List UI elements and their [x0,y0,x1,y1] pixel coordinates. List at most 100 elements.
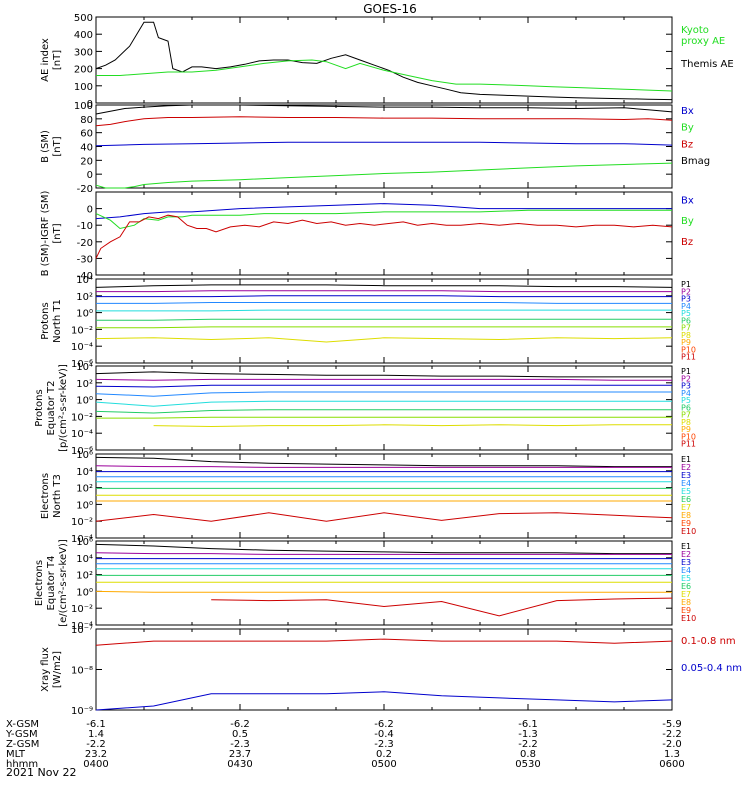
x-row-value: -6.1 [518,719,538,730]
y-axis-label: B (SM) [40,130,51,163]
series-line [95,337,673,343]
x-row-value: -2.2 [662,729,682,740]
legend-entry: P8 [681,331,691,340]
y-tick-label: 500 [74,13,93,24]
y-tick-label: 10⁰ [76,500,93,511]
panel-xray: 10⁻⁹ 10⁻⁸ 10⁻⁷ Xray flux [W/m2] 0.1-0.8 nm 0.0… [40,625,742,717]
y-axis-label: [nT] [52,223,63,243]
x-row-value: -5.9 [662,719,682,730]
panel-bigrf: -40 -30 -20 -10 0 B (SM)-IGRF (SM) [nT] Bx By Bz [40,191,694,282]
legend-entry: E2 [681,550,691,559]
x-row-value: 0.2 [376,749,392,760]
y-tick-label: -20 [77,238,93,249]
legend-entry: E7 [681,590,691,599]
legend: Bx By Bz [681,195,694,248]
x-row-value: 0500 [371,759,396,770]
y-tick-label: 300 [74,47,93,58]
y-tick-label: 10² [76,571,93,582]
y-axis-label: [nT] [52,136,63,156]
legend-entry: E4 [681,566,691,575]
y-tick-label: 0 [87,99,93,110]
y-tick-label: 10⁻² [71,325,93,336]
legend-entry: E10 [681,614,696,623]
series-line [95,371,672,378]
series-line [95,552,672,555]
panel-frame [95,191,673,276]
y-tick-label: 80 [80,115,93,126]
legend-entry: P11 [681,440,696,449]
x-row-value: 23.2 [85,749,107,760]
series-line [95,104,673,115]
y-tick-label: 10² [76,484,93,495]
y-axis-label: Xray flux [40,647,51,692]
y-tick-label: -20 [77,184,93,195]
y-tick-label: 10⁻⁷ [71,625,93,636]
y-axis-label: [p/(cm²-s-sr-keV)] [58,364,69,452]
y-tick-label: 10⁻⁹ [71,706,93,717]
x-row-value: -2.2 [86,739,106,750]
legend-entry: P8 [681,418,691,427]
x-row-label: MLT [6,749,26,760]
series-line [95,284,673,288]
y-tick-label: 100 [74,82,93,93]
y-axis-label: Protons [34,389,45,426]
series-line [95,638,673,646]
x-row-value: -2.2 [518,739,538,750]
legend-entry: 0.1-0.8 nm [681,636,736,647]
x-row-value: -0.4 [374,729,394,740]
y-axis-label: [W/m2] [52,651,63,688]
y-tick-label: 60 [80,129,93,140]
y-tick-label: 20 [80,156,93,167]
legend-entry: P6 [681,403,691,412]
legend-entry: Bz [681,237,693,248]
y-axis-label: Equator T4 [46,556,57,611]
x-row-value: 0600 [659,759,684,770]
y-axis-label: North T3 [52,474,63,518]
x-row-value: 23.7 [229,749,251,760]
series-line [95,512,673,522]
legend-entry: 0.05-0.4 nm [681,663,742,674]
legend-entry: Bz [681,139,693,150]
y-tick-label: 10⁻⁴ [71,429,93,440]
y-tick-label: -10 [77,221,93,232]
legend-entry: E1 [681,542,691,551]
series-line [95,21,673,101]
legend-entry: P2 [681,287,691,296]
legend-entry: Themis AE [680,59,734,70]
legend-entry: E10 [681,527,696,536]
legend-entry: P7 [681,411,691,420]
legend-entry: P10 [681,432,696,441]
legend-entry: P5 [681,309,691,318]
series-line [96,309,672,312]
legend-entry: E1 [681,455,691,464]
legend-entry: E3 [681,558,691,567]
legend-entry: P4 [681,302,691,311]
y-tick-label: 0 [87,170,93,181]
x-row-value: 0430 [227,759,252,770]
y-axis-label: [e/(cm²-s-sr-keV)] [58,539,69,627]
y-tick-label: 10⁻² [71,517,93,528]
legend-entry: By [681,123,694,134]
y-tick-label: 10⁴ [76,467,93,478]
y-axis-label: B (SM)-IGRF (SM) [40,191,51,277]
y-tick-label: 10⁰ [76,396,93,407]
series-line [95,691,673,711]
legend-entry: Kyoto [681,25,709,36]
legend-entry: Bx [681,106,694,117]
y-axis-label: Equator T2 [46,381,57,436]
series-line [96,290,672,293]
x-row-value: 1.4 [88,729,104,740]
x-row-value: 0.5 [232,729,248,740]
y-tick-label: 200 [74,65,93,76]
series-line [95,209,672,230]
y-tick-label: 10⁻⁶ [71,359,93,370]
x-row-value: -6.2 [374,719,394,730]
x-row-value: -6.2 [230,719,250,730]
y-tick-label: 10⁴ [76,275,93,286]
x-axis-table: X-GSM -6.1 -6.2 -6.2 -6.1 -5.9 Y-GSM 1.4 0.5 -0.4… [5,719,685,770]
series-line [95,400,672,407]
